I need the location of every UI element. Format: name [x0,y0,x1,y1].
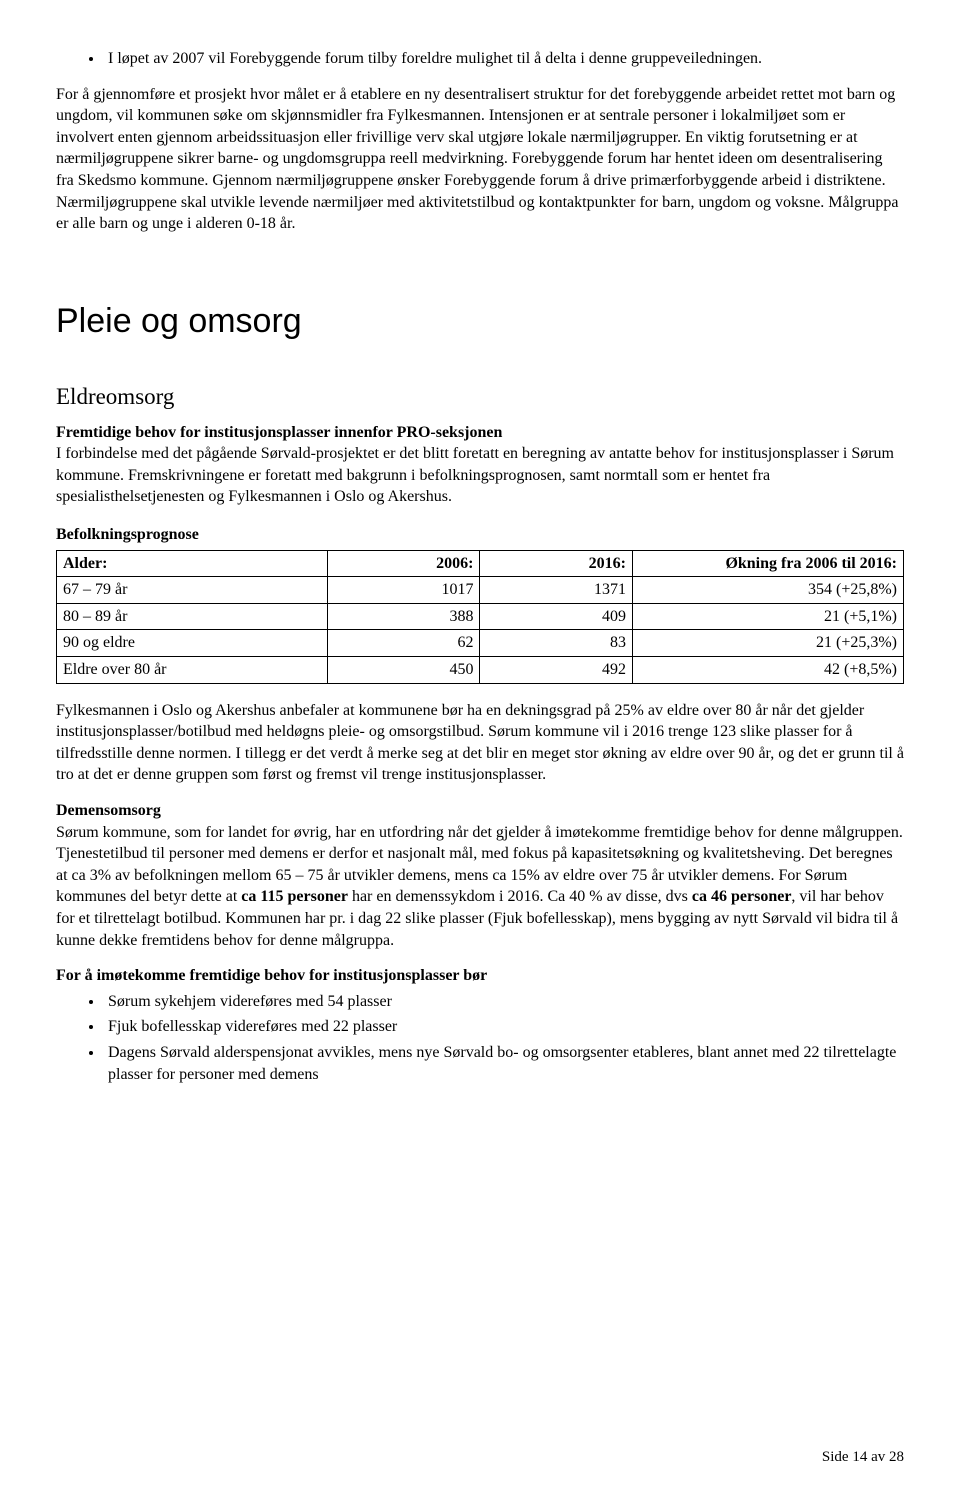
table-cell: 354 (+25,8%) [632,577,903,604]
table-cell: Eldre over 80 år [57,657,328,684]
table-row: 67 – 79 år 1017 1371 354 (+25,8%) [57,577,904,604]
table-cell: 21 (+5,1%) [632,603,903,630]
inline-bold: ca 115 personer [241,888,348,905]
page-footer: Side 14 av 28 [822,1447,904,1467]
table-cell: 388 [328,603,480,630]
table-caption: Befolkningsprognose [56,524,904,546]
table-cell: 90 og eldre [57,630,328,657]
table-cell: 1017 [328,577,480,604]
table-cell: 450 [328,657,480,684]
table-header: Alder: [57,550,328,577]
table-header-row: Alder: 2006: 2016: Økning fra 2006 til 2… [57,550,904,577]
subheading-bold: Fremtidige behov for institusjonsplasser… [56,424,502,441]
table-cell: 21 (+25,3%) [632,630,903,657]
table-row: 80 – 89 år 388 409 21 (+5,1%) [57,603,904,630]
list-item: Sørum sykehjem videreføres med 54 plasse… [104,991,904,1013]
list-item: Fjuk bofellesskap videreføres med 22 pla… [104,1016,904,1038]
table-cell: 67 – 79 år [57,577,328,604]
body-paragraph: Fremtidige behov for institusjonsplasser… [56,422,904,508]
table-cell: 62 [328,630,480,657]
table-cell: 83 [480,630,632,657]
table-header: 2016: [480,550,632,577]
population-table: Alder: 2006: 2016: Økning fra 2006 til 2… [56,550,904,684]
body-paragraph: Demensomsorg Sørum kommune, som for land… [56,800,904,951]
table-cell: 1371 [480,577,632,604]
section-heading-h1: Pleie og omsorg [56,299,904,345]
table-cell: 492 [480,657,632,684]
subheading-bold: Demensomsorg [56,802,161,819]
table-cell: 80 – 89 år [57,603,328,630]
bullet-list-bottom: Sørum sykehjem videreføres med 54 plasse… [56,991,904,1085]
body-paragraph: For å gjennomføre et prosjekt hvor målet… [56,84,904,235]
bullet-list-top: I løpet av 2007 vil Forebyggende forum t… [56,48,904,70]
table-row: 90 og eldre 62 83 21 (+25,3%) [57,630,904,657]
inline-bold: ca 46 personer [692,888,792,905]
list-item: Dagens Sørvald alderspensjonat avvikles,… [104,1042,904,1085]
table-header: Økning fra 2006 til 2016: [632,550,903,577]
table-cell: 42 (+8,5%) [632,657,903,684]
body-paragraph: Fylkesmannen i Oslo og Akershus anbefale… [56,700,904,786]
table-header: 2006: [328,550,480,577]
table-row: Eldre over 80 år 450 492 42 (+8,5%) [57,657,904,684]
body-text: har en demenssykdom i 2016. Ca 40 % av d… [348,888,692,905]
section-heading-h2: Eldreomsorg [56,381,904,412]
subheading-bold: For å imøtekomme fremtidige behov for in… [56,965,904,987]
list-item: I løpet av 2007 vil Forebyggende forum t… [104,48,904,70]
table-cell: 409 [480,603,632,630]
body-text: I forbindelse med det pågående Sørvald-p… [56,445,894,505]
